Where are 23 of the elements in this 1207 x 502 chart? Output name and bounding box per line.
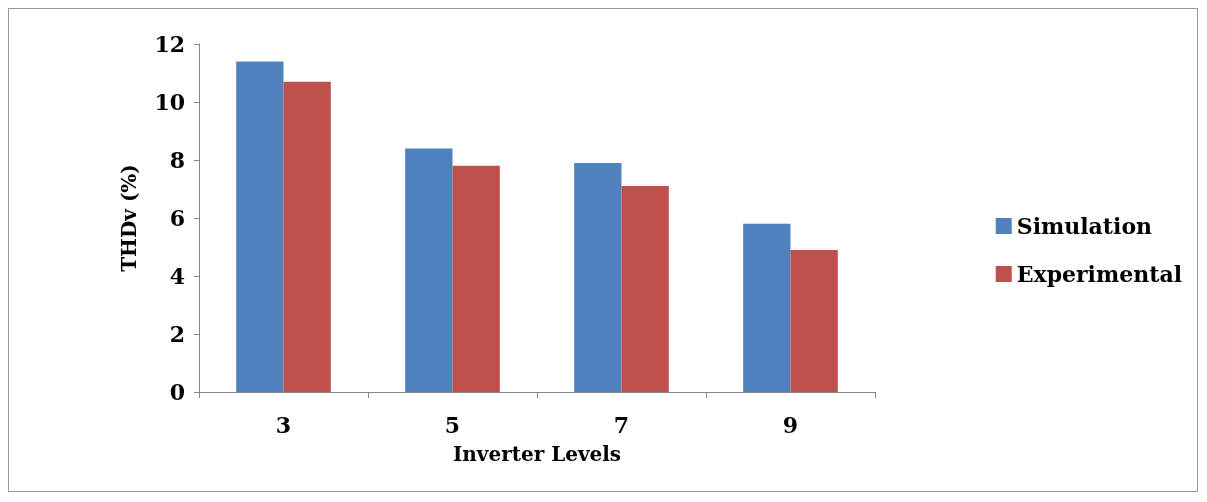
bar: [283, 81, 331, 392]
x-tick-label: 9: [782, 412, 799, 438]
y-tick-label: 10: [154, 89, 185, 115]
x-axis-title: Inverter Levels: [452, 442, 622, 466]
bar: [236, 61, 284, 392]
bar: [452, 165, 500, 392]
bar: [743, 223, 791, 392]
y-tick-label: 8: [169, 147, 185, 173]
y-tick-label: 0: [169, 379, 185, 405]
legend-label: Experimental: [1016, 261, 1183, 287]
x-tick-label: 3: [275, 412, 292, 438]
y-axis-title: THDv (%): [117, 164, 141, 272]
y-tick-label: 12: [154, 31, 185, 57]
y-tick-label: 4: [169, 263, 185, 289]
bar: [405, 148, 453, 392]
y-tick-label: 6: [169, 205, 185, 231]
x-tick-label: 5: [444, 412, 461, 438]
y-tick-label: 2: [169, 321, 185, 347]
x-tick-label: 7: [613, 412, 630, 438]
legend-label: Simulation: [1016, 213, 1153, 239]
bar: [574, 162, 622, 392]
bar: [790, 249, 838, 392]
bar: [621, 186, 669, 392]
